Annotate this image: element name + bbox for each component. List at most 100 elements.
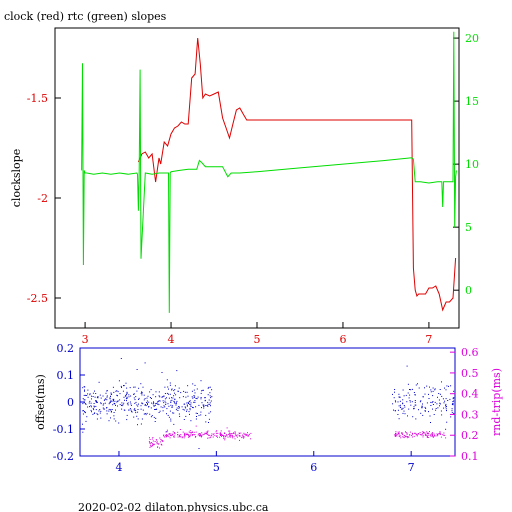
offset-point <box>168 416 170 418</box>
offset-point <box>143 399 145 401</box>
offset-point <box>137 405 139 407</box>
round-trip-point <box>216 433 218 434</box>
offset-point <box>438 399 440 401</box>
offset-point <box>162 410 164 412</box>
round-trip-point <box>442 434 444 436</box>
offset-point <box>184 406 186 408</box>
offset-point <box>418 387 420 389</box>
offset-point <box>404 413 406 415</box>
round-trip-point <box>399 435 401 437</box>
offset-point <box>89 406 90 408</box>
round-trip-point <box>400 437 402 439</box>
offset-point <box>430 391 432 393</box>
offset-point <box>134 409 136 411</box>
bottom-y-tick-label: 0 <box>67 396 74 409</box>
round-trip-point <box>177 434 179 435</box>
offset-point <box>420 400 422 402</box>
round-trip-point <box>170 434 171 436</box>
offset-point <box>116 401 118 403</box>
offset-point <box>94 396 96 398</box>
offset-point <box>158 404 160 406</box>
offset-point <box>210 400 212 402</box>
offset-point <box>129 387 131 389</box>
round-trip-point <box>179 436 181 438</box>
offset-point <box>158 412 160 413</box>
round-trip-point <box>165 434 167 436</box>
offset-point <box>109 401 111 403</box>
offset-point <box>210 405 211 407</box>
offset-point <box>155 396 157 398</box>
offset-point <box>93 405 95 407</box>
offset-point <box>434 389 436 391</box>
offset-point <box>189 409 191 411</box>
offset-point <box>402 407 404 409</box>
offset-point <box>207 405 209 407</box>
offset-point <box>399 400 401 402</box>
offset-point <box>122 404 124 406</box>
top-y-tick-label: -2.5 <box>27 292 48 305</box>
round-trip-point <box>409 434 411 436</box>
offset-point <box>443 402 445 404</box>
offset-point <box>131 410 132 412</box>
round-trip-point <box>426 434 428 436</box>
round-trip-point <box>229 430 231 432</box>
offset-point <box>126 392 128 394</box>
offset-point <box>114 403 116 405</box>
offset-point <box>111 409 113 410</box>
top-y-label: clockslope <box>10 149 23 207</box>
offset-point <box>394 410 396 412</box>
round-trip-point <box>161 444 163 446</box>
offset-point <box>452 401 454 402</box>
round-trip-point <box>159 441 161 443</box>
offset-point <box>140 405 142 407</box>
round-trip-point <box>437 434 439 436</box>
offset-point <box>453 390 455 392</box>
offset-point <box>407 415 408 417</box>
offset-point <box>138 397 140 399</box>
round-trip-point <box>430 435 432 437</box>
round-trip-point <box>436 435 438 437</box>
offset-point <box>439 403 441 405</box>
round-trip-point <box>225 435 227 437</box>
round-trip-point <box>439 432 441 434</box>
offset-point <box>428 393 429 395</box>
round-trip-point <box>187 434 189 436</box>
offset-point <box>201 402 203 404</box>
offset-point <box>135 396 137 398</box>
round-trip-point <box>198 433 200 435</box>
round-trip-point <box>173 432 175 433</box>
offset-point <box>164 386 166 388</box>
round-trip-point <box>396 435 398 437</box>
offset-point <box>439 405 440 407</box>
round-trip-point <box>225 434 227 436</box>
offset-point <box>117 405 118 407</box>
offset-point <box>134 402 136 404</box>
offset-point <box>95 393 97 394</box>
round-trip-point <box>194 434 196 436</box>
offset-point <box>398 396 400 398</box>
offset-point <box>409 389 410 390</box>
round-trip-point <box>199 435 201 437</box>
footer-text: 2020-02-02 dilaton.physics.ubc.ca <box>78 501 269 512</box>
round-trip-point <box>221 433 222 435</box>
offset-point <box>180 392 182 394</box>
offset-point <box>114 400 116 402</box>
round-trip-point <box>406 432 408 434</box>
offset-point <box>398 418 400 420</box>
round-trip-point <box>183 437 185 439</box>
offset-point <box>90 406 92 408</box>
offset-point <box>112 400 114 402</box>
round-trip-point <box>207 437 209 439</box>
offset-point <box>112 398 114 400</box>
round-trip-point <box>421 433 423 435</box>
round-trip-point <box>219 436 221 438</box>
offset-point <box>91 398 92 400</box>
offset-point <box>113 391 115 393</box>
round-trip-point <box>205 433 207 434</box>
offset-point <box>194 384 196 386</box>
offset-point <box>149 391 151 393</box>
offset-point <box>424 406 426 408</box>
round-trip-point <box>243 436 245 438</box>
offset-point <box>424 393 426 395</box>
offset-point <box>433 414 435 415</box>
